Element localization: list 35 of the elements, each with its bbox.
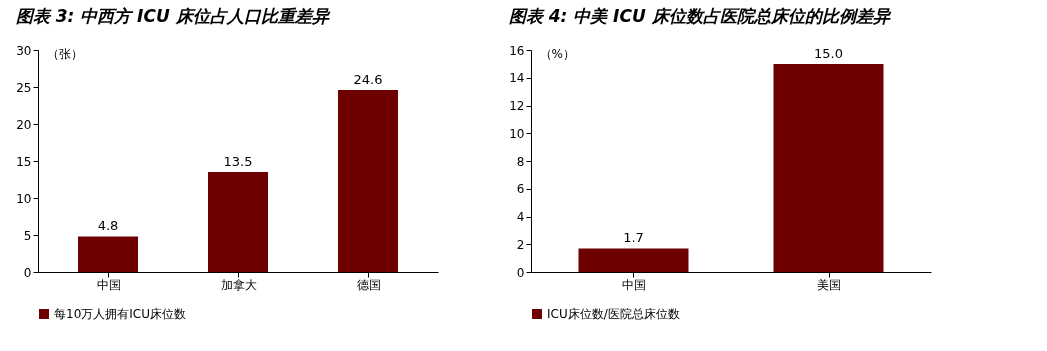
bar bbox=[78, 236, 138, 272]
y-tick-label: 25 bbox=[16, 80, 32, 95]
data-label: 4.8 bbox=[97, 218, 119, 234]
chart-title: 图表 4: 中美 ICU 床位数占医院总床位的比例差异 bbox=[508, 6, 892, 26]
x-tick-label: 中国 bbox=[96, 277, 121, 292]
y-tick-label: 12 bbox=[509, 99, 525, 113]
y-tick-label: 4 bbox=[516, 210, 525, 224]
y-tick-label: 20 bbox=[16, 117, 32, 132]
y-tick-label: 2 bbox=[516, 237, 525, 252]
y-tick-label: 14 bbox=[509, 71, 525, 86]
data-label: 15.0 bbox=[814, 45, 843, 61]
legend-label: 每10万人拥有ICU床位数 bbox=[54, 307, 186, 321]
data-label: 13.5 bbox=[223, 154, 253, 170]
y-tick-label: 8 bbox=[516, 154, 525, 169]
data-label: 1.7 bbox=[623, 230, 644, 246]
y-tick-label: 0 bbox=[23, 265, 32, 280]
y-tick-label: 10 bbox=[16, 191, 32, 206]
y-tick-label: 30 bbox=[16, 43, 32, 58]
y-tick-label: 6 bbox=[516, 182, 525, 197]
y-tick-label: 5 bbox=[23, 228, 32, 243]
y-axis-title: （张） bbox=[46, 46, 83, 61]
data-label: 24.6 bbox=[353, 71, 383, 87]
y-tick-label: 16 bbox=[509, 43, 525, 58]
y-tick-label: 10 bbox=[509, 126, 525, 141]
bar bbox=[338, 89, 398, 272]
x-tick-label: 中国 bbox=[622, 277, 646, 292]
x-tick-label: 德国 bbox=[356, 277, 381, 292]
legend-label: ICU床位数/医院总床位数 bbox=[547, 307, 680, 321]
bar bbox=[208, 172, 268, 272]
chart-title: 图表 3: 中西方 ICU 床位占人口比重差异 bbox=[15, 6, 331, 26]
y-axis-title: （%） bbox=[539, 46, 575, 61]
y-tick-label: 0 bbox=[516, 265, 525, 280]
x-tick-label: 美国 bbox=[817, 277, 841, 292]
x-tick-label: 加拿大 bbox=[220, 277, 257, 292]
y-tick-label: 15 bbox=[16, 154, 32, 169]
